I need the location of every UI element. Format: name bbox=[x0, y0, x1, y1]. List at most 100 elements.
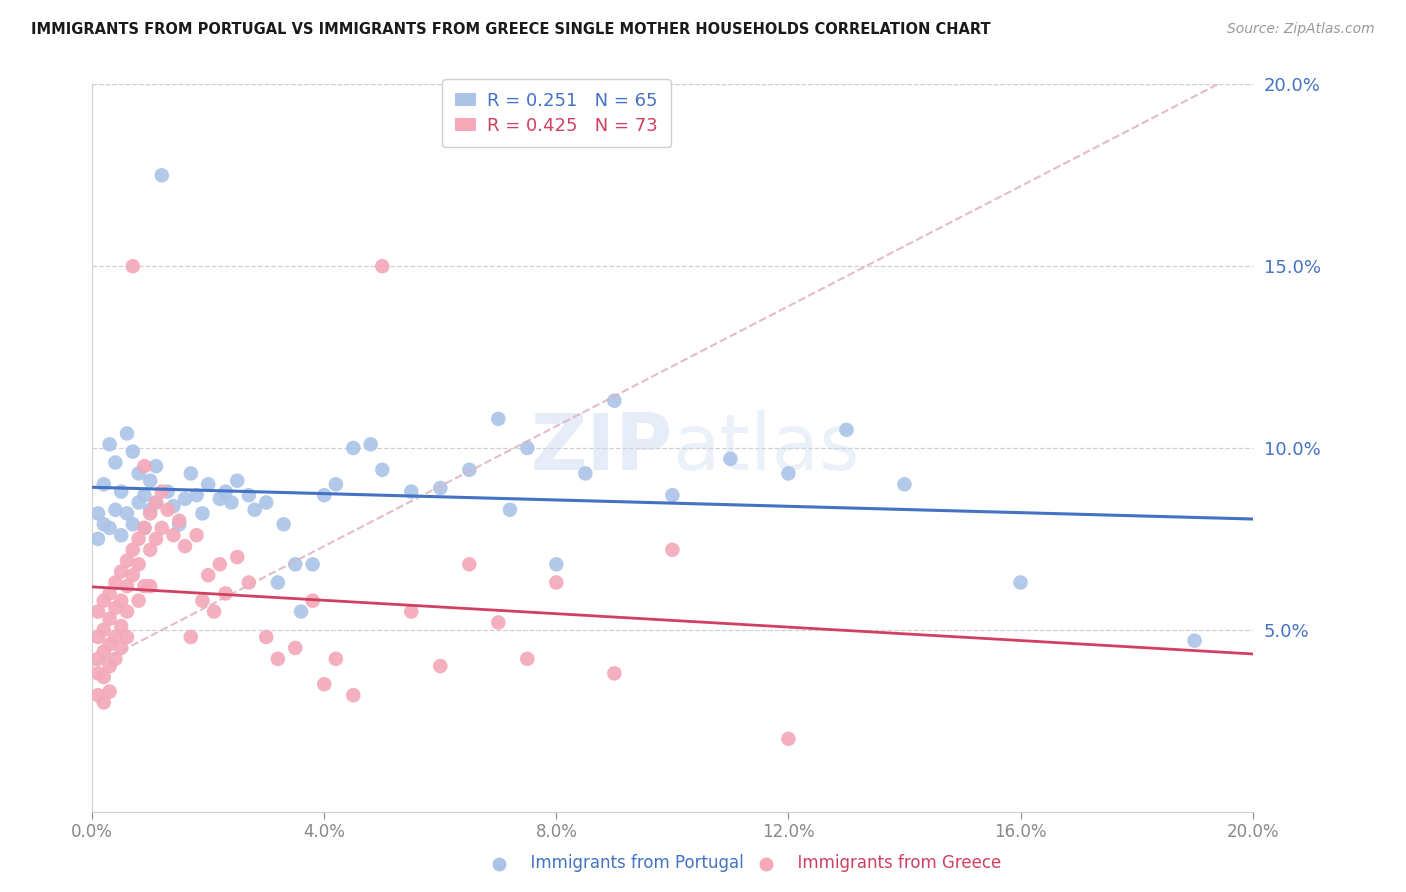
Point bbox=[104, 601, 127, 615]
Point bbox=[360, 437, 382, 451]
Point bbox=[603, 393, 626, 408]
Point bbox=[128, 593, 150, 607]
Point bbox=[104, 652, 127, 666]
Point bbox=[128, 495, 150, 509]
Point bbox=[93, 477, 115, 491]
Point bbox=[301, 558, 323, 572]
Text: Immigrants from Greece: Immigrants from Greece bbox=[787, 855, 1001, 872]
Point bbox=[342, 441, 364, 455]
Point bbox=[98, 659, 121, 673]
Point bbox=[893, 477, 915, 491]
Point bbox=[186, 488, 208, 502]
Point bbox=[197, 568, 219, 582]
Point bbox=[139, 474, 162, 488]
Point bbox=[134, 459, 156, 474]
Point bbox=[546, 558, 568, 572]
Point bbox=[325, 477, 347, 491]
Point bbox=[401, 605, 423, 619]
Point bbox=[661, 542, 683, 557]
Point bbox=[104, 575, 127, 590]
Text: IMMIGRANTS FROM PORTUGAL VS IMMIGRANTS FROM GREECE SINGLE MOTHER HOUSEHOLDS CORR: IMMIGRANTS FROM PORTUGAL VS IMMIGRANTS F… bbox=[31, 22, 991, 37]
Point bbox=[499, 503, 522, 517]
Point bbox=[145, 495, 167, 509]
Point bbox=[254, 630, 277, 644]
Point bbox=[371, 259, 394, 273]
Point bbox=[603, 666, 626, 681]
Point bbox=[254, 495, 277, 509]
Point bbox=[778, 731, 800, 746]
Point bbox=[238, 488, 260, 502]
Legend: R = 0.251   N = 65, R = 0.425   N = 73: R = 0.251 N = 65, R = 0.425 N = 73 bbox=[441, 78, 671, 147]
Point bbox=[93, 644, 115, 658]
Point bbox=[174, 491, 197, 506]
Point bbox=[115, 426, 138, 441]
Point bbox=[267, 652, 290, 666]
Point bbox=[314, 677, 336, 691]
Text: Source: ZipAtlas.com: Source: ZipAtlas.com bbox=[1227, 22, 1375, 37]
Point bbox=[134, 579, 156, 593]
Point bbox=[156, 484, 179, 499]
Point bbox=[197, 477, 219, 491]
Point bbox=[401, 484, 423, 499]
Point bbox=[1010, 575, 1032, 590]
Point bbox=[162, 499, 184, 513]
Point bbox=[134, 521, 156, 535]
Point bbox=[110, 593, 132, 607]
Point bbox=[93, 670, 115, 684]
Point bbox=[226, 549, 249, 564]
Point bbox=[243, 503, 266, 517]
Point bbox=[429, 481, 451, 495]
Point bbox=[458, 463, 481, 477]
Point bbox=[87, 666, 110, 681]
Point bbox=[835, 423, 858, 437]
Point bbox=[191, 507, 214, 521]
Point bbox=[87, 652, 110, 666]
Point bbox=[150, 484, 173, 499]
Point bbox=[167, 517, 190, 532]
Point bbox=[221, 495, 243, 509]
Point bbox=[191, 593, 214, 607]
Point bbox=[121, 259, 143, 273]
Point bbox=[87, 630, 110, 644]
Point bbox=[87, 532, 110, 546]
Point bbox=[186, 528, 208, 542]
Point bbox=[778, 467, 800, 481]
Point bbox=[546, 575, 568, 590]
Point bbox=[284, 640, 307, 655]
Point bbox=[208, 558, 231, 572]
Point bbox=[128, 532, 150, 546]
Point bbox=[98, 437, 121, 451]
Point bbox=[174, 539, 197, 553]
Point bbox=[325, 652, 347, 666]
Point bbox=[110, 484, 132, 499]
Point bbox=[516, 441, 538, 455]
Point bbox=[115, 630, 138, 644]
Point bbox=[301, 593, 323, 607]
Point bbox=[180, 467, 202, 481]
Point bbox=[486, 615, 509, 630]
Point bbox=[290, 605, 312, 619]
Point bbox=[93, 623, 115, 637]
Point bbox=[167, 514, 190, 528]
Point bbox=[150, 521, 173, 535]
Point bbox=[121, 517, 143, 532]
Point bbox=[574, 467, 596, 481]
Point bbox=[104, 503, 127, 517]
Point bbox=[93, 593, 115, 607]
Point bbox=[87, 688, 110, 702]
Point bbox=[110, 565, 132, 579]
Point bbox=[516, 652, 538, 666]
Point bbox=[93, 696, 115, 710]
Point bbox=[718, 451, 741, 466]
Point bbox=[121, 444, 143, 458]
Point bbox=[202, 605, 225, 619]
Point bbox=[145, 495, 167, 509]
Point bbox=[139, 579, 162, 593]
Point bbox=[180, 630, 202, 644]
Point bbox=[104, 456, 127, 470]
Point bbox=[139, 507, 162, 521]
Point bbox=[115, 605, 138, 619]
Point bbox=[115, 507, 138, 521]
Point bbox=[87, 605, 110, 619]
Point bbox=[208, 491, 231, 506]
